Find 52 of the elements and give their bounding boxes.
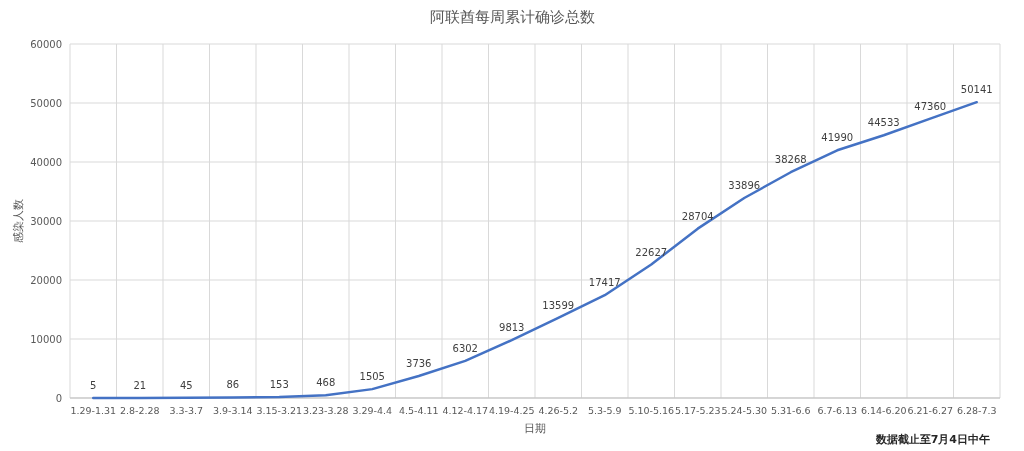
data-label: 13599 bbox=[542, 299, 575, 311]
data-label: 5 bbox=[90, 379, 97, 391]
y-tick-label: 60000 bbox=[30, 39, 62, 50]
x-tick-label: 4.19-4.25 bbox=[488, 405, 535, 416]
data-label: 22627 bbox=[635, 246, 668, 258]
data-label: 9813 bbox=[499, 322, 525, 334]
data-label: 1505 bbox=[359, 371, 385, 383]
x-tick-label: 4.5-4.11 bbox=[398, 405, 439, 416]
y-tick-label: 0 bbox=[55, 393, 62, 404]
data-label: 41990 bbox=[821, 132, 854, 144]
x-tick-label: 1.29-1.31 bbox=[70, 405, 117, 416]
data-label: 33896 bbox=[728, 180, 761, 192]
x-tick-label: 6.28-7.3 bbox=[956, 405, 997, 416]
y-tick-label: 20000 bbox=[30, 275, 62, 286]
data-label: 468 bbox=[316, 377, 336, 389]
x-tick-label: 4.12-4.17 bbox=[442, 405, 489, 416]
data-label: 86 bbox=[226, 379, 240, 391]
y-tick-label: 40000 bbox=[30, 157, 62, 168]
data-label: 44533 bbox=[867, 117, 900, 129]
data-label: 21 bbox=[133, 379, 147, 391]
x-tick-label: 3.15-3.21 bbox=[256, 405, 303, 416]
chart-title: 阿联酋每周累计确诊总数 bbox=[429, 8, 595, 26]
y-tick-label: 10000 bbox=[30, 334, 62, 345]
x-tick-label: 5.3-5.9 bbox=[587, 405, 622, 416]
x-tick-label: 3.23-3.28 bbox=[302, 405, 349, 416]
data-label: 3736 bbox=[406, 357, 432, 369]
x-tick-label: 6.7-6.13 bbox=[817, 405, 858, 416]
x-tick-label: 3.29-4.4 bbox=[352, 405, 393, 416]
x-tick-label: 5.10-5.16 bbox=[628, 405, 675, 416]
data-label: 153 bbox=[269, 379, 289, 391]
y-axis-title: 感染人数 bbox=[12, 199, 25, 243]
data-label: 28704 bbox=[681, 210, 714, 222]
line-series bbox=[92, 100, 978, 400]
text: 数据截止至7月4日中午 bbox=[874, 433, 990, 446]
data-label: 6302 bbox=[452, 342, 478, 354]
x-tick-label: 3.9-3.14 bbox=[212, 405, 253, 416]
x-tick-label: 6.14-6.20 bbox=[860, 405, 907, 416]
data-label: 45 bbox=[179, 379, 193, 391]
x-tick-label: 2.8-2.28 bbox=[119, 405, 160, 416]
data-label: 47360 bbox=[914, 100, 947, 112]
x-tick-label: 4.26-5.2 bbox=[538, 405, 579, 416]
y-tick-label: 30000 bbox=[30, 216, 62, 227]
x-tick-label: 3.3-3.7 bbox=[169, 405, 204, 416]
data-label: 50141 bbox=[960, 84, 993, 96]
x-tick-label: 5.24-5.30 bbox=[721, 405, 768, 416]
y-tick-label: 50000 bbox=[30, 98, 62, 109]
x-axis-title: 日期 bbox=[524, 422, 546, 435]
data-label: 17417 bbox=[588, 277, 621, 289]
x-tick-label: 5.17-5.23 bbox=[674, 405, 721, 416]
x-tick-label: 5.31-6.6 bbox=[770, 405, 811, 416]
x-tick-label: 6.21-6.27 bbox=[907, 405, 954, 416]
data-label: 38268 bbox=[774, 154, 807, 166]
